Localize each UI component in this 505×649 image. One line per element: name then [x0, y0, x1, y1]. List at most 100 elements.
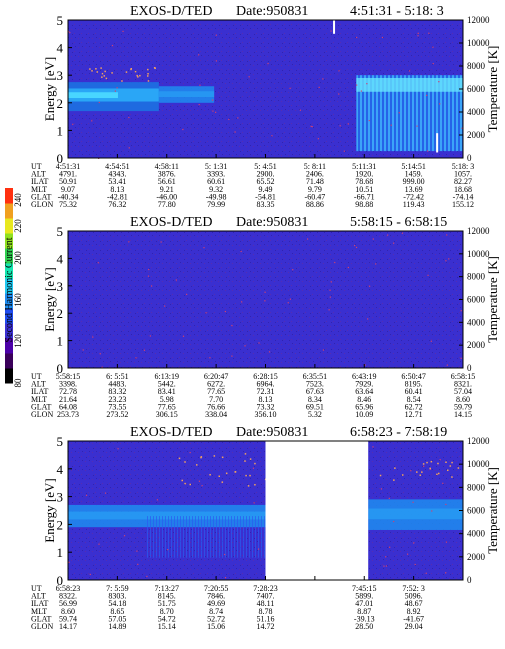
table-cell: 57.05 [108, 614, 126, 623]
y-tick-label: 3 [57, 490, 64, 505]
table-cell: 5899. [355, 592, 373, 601]
table-cell: 8322. [59, 592, 77, 601]
table-cell: 69.51 [306, 402, 324, 411]
energy-band-core [368, 508, 463, 520]
y-axis-label: Energy [eV] [42, 478, 57, 542]
noise-dot [149, 335, 151, 337]
table-cell: 5:18: 3 [452, 162, 474, 171]
noise-dot [436, 473, 438, 476]
table-cell: 253.73 [57, 410, 79, 419]
table-cell: 67.63 [306, 387, 324, 396]
panel-date: Date:950831 [236, 215, 308, 230]
spectrogram-panel: EXOS-D/TED Date:950831 6:58:23 - 7:58:19 0 1… [31, 425, 500, 631]
noise-dot [338, 70, 340, 72]
panel-title: EXOS-D/TED [130, 4, 212, 19]
y2-tick-label: 12000 [467, 226, 490, 236]
table-row-label: ILAT [31, 177, 48, 186]
noise-dot [69, 32, 71, 34]
noise-dot [224, 310, 226, 313]
table-cell: -74.14 [453, 192, 474, 201]
data-gap [265, 441, 369, 580]
table-cell: 8.34 [308, 395, 322, 404]
noise-dot [244, 460, 246, 462]
table-cell: 9.49 [259, 185, 273, 194]
noise-dot [253, 502, 255, 504]
table-cell: 29.04 [405, 622, 423, 631]
y-tick-label: 0 [57, 573, 64, 588]
table-row-label: ALT [31, 380, 46, 389]
noise-dot [422, 463, 425, 465]
noise-dot [167, 548, 169, 551]
noise-dot [148, 268, 150, 271]
y-tick-label: 0 [57, 151, 64, 166]
table-cell: 5: 4:51 [254, 162, 276, 171]
noise-dot [338, 93, 340, 95]
noise-dot [388, 497, 390, 499]
colorbar-tick-label: 80 [13, 378, 23, 388]
noise-dot [231, 324, 233, 327]
colorbar-tick-label: 120 [13, 334, 23, 348]
table-cell: 5: 1:31 [205, 162, 227, 171]
table-cell: 8145. [158, 592, 176, 601]
noise-dot [461, 127, 463, 129]
noise-dot [368, 119, 370, 122]
noise-dot [68, 30, 70, 33]
table-cell: 7407. [257, 592, 275, 601]
noise-dot [413, 542, 415, 544]
y2-axis-label: Temperature [K] [485, 256, 500, 343]
table-row-label: GLON [31, 622, 53, 631]
y-tick-label: 2 [57, 96, 64, 111]
noise-dot [121, 80, 123, 82]
table-cell: 73.32 [257, 402, 275, 411]
noise-dot [439, 103, 441, 105]
noise-dot [98, 101, 100, 104]
signal-spike [333, 20, 336, 34]
table-cell: -49.98 [206, 192, 227, 201]
y-tick-label: 4 [57, 251, 64, 266]
table-cell: 60.61 [207, 177, 225, 186]
panel-title: EXOS-D/TED [130, 425, 212, 440]
noise-dot [445, 260, 447, 262]
noise-dot [347, 123, 349, 125]
noise-dot [147, 68, 149, 71]
table-cell: 5.98 [160, 395, 174, 404]
noise-dot [429, 467, 431, 470]
table-row-label: GLON [31, 200, 53, 209]
table-cell: 14.15 [454, 410, 472, 419]
table-row-label: MLT [31, 395, 47, 404]
table-cell: 6:58:23 [56, 584, 80, 593]
table-cell: 8321. [454, 380, 472, 389]
noise-dot [425, 572, 427, 574]
table-cell: 155.12 [452, 200, 474, 209]
noise-dot [292, 269, 294, 271]
noise-dot [299, 109, 302, 111]
noise-dot [249, 474, 251, 477]
colorbar-segment [5, 188, 13, 204]
y2-tick-label: 12000 [467, 436, 490, 446]
noise-dot [147, 73, 149, 75]
noise-dot [339, 125, 341, 127]
noise-dot [379, 474, 382, 477]
table-cell: 78.68 [355, 177, 373, 186]
noise-dot [460, 310, 462, 312]
noise-dot [356, 36, 358, 39]
noise-dot [427, 150, 429, 152]
noise-dot [322, 78, 324, 80]
noise-dot [182, 335, 185, 337]
table-cell: 14.17 [59, 622, 77, 631]
y2-tick-label: 4000 [467, 317, 486, 327]
noise-dot [234, 131, 236, 133]
table-cell: 6272. [207, 380, 225, 389]
noise-dot [205, 312, 207, 314]
colorbar-segment [5, 278, 13, 294]
table-row-label: ALT [31, 592, 46, 601]
colorbar-segment [5, 203, 13, 219]
y2-tick-label: 2000 [467, 340, 486, 350]
noise-dot [367, 318, 369, 320]
table-cell: 76.66 [207, 402, 225, 411]
table-cell: 65.96 [355, 402, 373, 411]
colorbar-segment [5, 293, 13, 309]
noise-dot [460, 357, 462, 359]
table-cell: 8.54 [407, 395, 421, 404]
